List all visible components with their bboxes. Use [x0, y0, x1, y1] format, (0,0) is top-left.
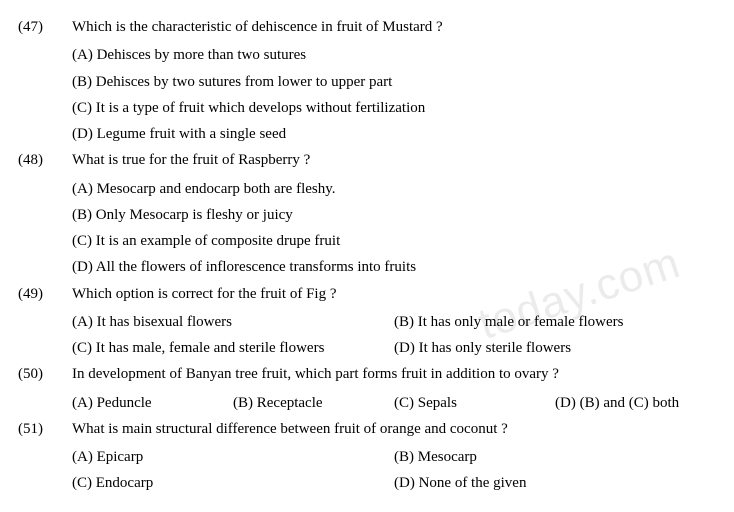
- option-d: (D) None of the given: [394, 470, 716, 496]
- option-row: (A) Epicarp (B) Mesocarp: [72, 444, 716, 470]
- option-row: (C) It has male, female and sterile flow…: [72, 335, 716, 361]
- option-c: (C) It has male, female and sterile flow…: [72, 335, 394, 361]
- option-a: (A) It has bisexual flowers: [72, 309, 394, 335]
- question-48: (48) What is true for the fruit of Raspb…: [18, 147, 716, 173]
- option-d: (D) It has only sterile flowers: [394, 335, 716, 361]
- option-row: (A) Peduncle (B) Receptacle (C) Sepals (…: [72, 390, 716, 416]
- option-a: (A) Epicarp: [72, 444, 394, 470]
- question-text: What is main structural difference betwe…: [72, 416, 716, 442]
- option-c: (C) It is an example of composite drupe …: [72, 228, 716, 254]
- option-row: (A) Mesocarp and endocarp both are flesh…: [72, 176, 716, 202]
- question-51: (51) What is main structural difference …: [18, 416, 716, 442]
- option-d: (D) (B) and (C) both: [555, 390, 716, 416]
- option-a: (A) Peduncle: [72, 390, 233, 416]
- option-c: (C) Endocarp: [72, 470, 394, 496]
- question-text: What is true for the fruit of Raspberry …: [72, 147, 716, 173]
- option-row: (C) It is a type of fruit which develops…: [72, 95, 716, 121]
- option-d: (D) Legume fruit with a single seed: [72, 121, 716, 147]
- question-47: (47) Which is the characteristic of dehi…: [18, 14, 716, 40]
- question-number: (47): [18, 14, 72, 40]
- option-b: (B) Receptacle: [233, 390, 394, 416]
- option-b: (B) Mesocarp: [394, 444, 716, 470]
- option-a: (A) Dehisces by more than two sutures: [72, 42, 716, 68]
- question-number: (51): [18, 416, 72, 442]
- option-row: (D) All the flowers of inflorescence tra…: [72, 254, 716, 280]
- question-50: (50) In development of Banyan tree fruit…: [18, 361, 716, 387]
- question-number: (50): [18, 361, 72, 387]
- question-number: (48): [18, 147, 72, 173]
- option-c: (C) It is a type of fruit which develops…: [72, 95, 716, 121]
- option-a: (A) Mesocarp and endocarp both are flesh…: [72, 176, 716, 202]
- option-row: (B) Only Mesocarp is fleshy or juicy: [72, 202, 716, 228]
- question-text: In development of Banyan tree fruit, whi…: [72, 361, 716, 387]
- option-row: (D) Legume fruit with a single seed: [72, 121, 716, 147]
- option-row: (A) Dehisces by more than two sutures: [72, 42, 716, 68]
- option-row: (B) Dehisces by two sutures from lower t…: [72, 69, 716, 95]
- question-text: Which option is correct for the fruit of…: [72, 281, 716, 307]
- option-c: (C) Sepals: [394, 390, 555, 416]
- option-b: (B) It has only male or female flowers: [394, 309, 716, 335]
- option-row: (C) It is an example of composite drupe …: [72, 228, 716, 254]
- question-text: Which is the characteristic of dehiscenc…: [72, 14, 716, 40]
- option-b: (B) Only Mesocarp is fleshy or juicy: [72, 202, 716, 228]
- option-row: (C) Endocarp (D) None of the given: [72, 470, 716, 496]
- question-number: (49): [18, 281, 72, 307]
- question-49: (49) Which option is correct for the fru…: [18, 281, 716, 307]
- option-row: (A) It has bisexual flowers (B) It has o…: [72, 309, 716, 335]
- option-b: (B) Dehisces by two sutures from lower t…: [72, 69, 716, 95]
- option-d: (D) All the flowers of inflorescence tra…: [72, 254, 716, 280]
